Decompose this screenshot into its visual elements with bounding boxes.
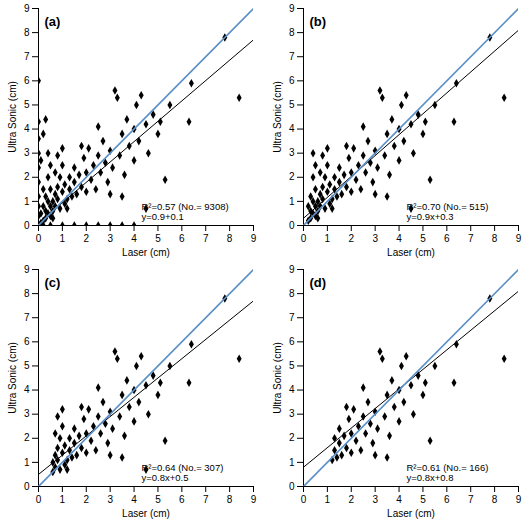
svg-text:4: 4 [131, 233, 137, 244]
svg-text:7: 7 [289, 51, 295, 62]
svg-text:R²=0.57 (No.= 9308)y=0.9+0.1: R²=0.57 (No.= 9308)y=0.9+0.1 [142, 201, 229, 222]
svg-text:0: 0 [36, 494, 42, 505]
svg-text:(d): (d) [310, 275, 327, 290]
svg-text:0: 0 [301, 494, 307, 505]
svg-text:7: 7 [24, 51, 30, 62]
svg-text:8: 8 [492, 233, 498, 244]
svg-text:7: 7 [468, 233, 474, 244]
svg-text:1: 1 [289, 457, 295, 468]
svg-text:5: 5 [420, 494, 426, 505]
svg-text:3: 3 [289, 147, 295, 158]
svg-text:4: 4 [24, 384, 30, 395]
svg-text:9: 9 [24, 264, 30, 275]
svg-text:4: 4 [24, 123, 30, 134]
svg-text:6: 6 [24, 75, 30, 86]
svg-text:4: 4 [289, 384, 295, 395]
svg-text:9: 9 [516, 494, 522, 505]
svg-text:2: 2 [348, 233, 354, 244]
svg-text:3: 3 [107, 233, 113, 244]
svg-text:Ultra Sonic (cm): Ultra Sonic (cm) [272, 342, 283, 414]
svg-text:7: 7 [203, 494, 209, 505]
svg-text:3: 3 [107, 494, 113, 505]
svg-text:2: 2 [289, 171, 295, 182]
svg-text:1: 1 [289, 196, 295, 207]
svg-text:7: 7 [24, 312, 30, 323]
svg-text:6: 6 [444, 233, 450, 244]
svg-text:3: 3 [372, 494, 378, 505]
svg-text:R²=0.70 (No.= 515)y=0.9x+0.3: R²=0.70 (No.= 515)y=0.9x+0.3 [407, 201, 489, 222]
svg-text:9: 9 [289, 264, 295, 275]
svg-text:R²=0.64 (No.= 307)y=0.8x+0.5: R²=0.64 (No.= 307)y=0.8x+0.5 [142, 462, 224, 483]
svg-text:Ultra Sonic (cm): Ultra Sonic (cm) [7, 81, 18, 153]
svg-text:4: 4 [131, 494, 137, 505]
svg-text:2: 2 [83, 494, 89, 505]
svg-text:5: 5 [155, 494, 161, 505]
svg-text:1: 1 [60, 494, 66, 505]
svg-text:6: 6 [289, 75, 295, 86]
svg-text:0: 0 [24, 220, 30, 231]
svg-text:5: 5 [420, 233, 426, 244]
svg-text:1: 1 [24, 196, 30, 207]
svg-text:8: 8 [289, 27, 295, 38]
svg-text:5: 5 [24, 99, 30, 110]
svg-text:5: 5 [155, 233, 161, 244]
svg-text:6: 6 [179, 233, 185, 244]
svg-text:7: 7 [468, 494, 474, 505]
svg-text:0: 0 [301, 233, 307, 244]
svg-text:0: 0 [36, 233, 42, 244]
svg-text:2: 2 [348, 494, 354, 505]
svg-text:8: 8 [24, 288, 30, 299]
svg-text:4: 4 [396, 494, 402, 505]
svg-text:6: 6 [289, 336, 295, 347]
svg-text:5: 5 [289, 360, 295, 371]
svg-text:8: 8 [24, 27, 30, 38]
svg-text:1: 1 [24, 457, 30, 468]
svg-text:2: 2 [289, 432, 295, 443]
svg-text:8: 8 [492, 494, 498, 505]
svg-text:1: 1 [325, 494, 331, 505]
svg-text:2: 2 [83, 233, 89, 244]
svg-text:1: 1 [325, 233, 331, 244]
svg-text:0: 0 [24, 481, 30, 492]
svg-text:0: 0 [289, 220, 295, 231]
svg-text:2: 2 [24, 171, 30, 182]
svg-text:6: 6 [179, 494, 185, 505]
svg-text:Laser (cm): Laser (cm) [122, 247, 170, 258]
svg-text:9: 9 [251, 494, 257, 505]
svg-text:6: 6 [24, 336, 30, 347]
svg-text:5: 5 [289, 99, 295, 110]
svg-text:3: 3 [372, 233, 378, 244]
svg-text:9: 9 [289, 3, 295, 14]
svg-text:6: 6 [444, 494, 450, 505]
svg-text:3: 3 [24, 408, 30, 419]
svg-text:Laser (cm): Laser (cm) [122, 508, 170, 519]
svg-text:Laser (cm): Laser (cm) [387, 508, 435, 519]
svg-text:9: 9 [24, 3, 30, 14]
svg-text:(b): (b) [310, 14, 327, 29]
svg-text:R²=0.61 (No.= 166)y=0.8x+0.8: R²=0.61 (No.= 166)y=0.8x+0.8 [407, 462, 489, 483]
svg-text:7: 7 [289, 312, 295, 323]
svg-text:Ultra Sonic (cm): Ultra Sonic (cm) [7, 342, 18, 414]
svg-text:Laser (cm): Laser (cm) [387, 247, 435, 258]
svg-text:4: 4 [289, 123, 295, 134]
svg-text:8: 8 [227, 233, 233, 244]
svg-text:5: 5 [24, 360, 30, 371]
svg-text:Ultra Sonic (cm): Ultra Sonic (cm) [272, 81, 283, 153]
svg-text:8: 8 [289, 288, 295, 299]
svg-text:0: 0 [289, 481, 295, 492]
svg-text:(a): (a) [45, 14, 61, 29]
svg-text:3: 3 [289, 408, 295, 419]
svg-text:8: 8 [227, 494, 233, 505]
svg-text:(c): (c) [45, 275, 61, 290]
svg-text:9: 9 [251, 233, 257, 244]
svg-text:3: 3 [24, 147, 30, 158]
svg-text:7: 7 [203, 233, 209, 244]
svg-text:1: 1 [60, 233, 66, 244]
svg-text:9: 9 [516, 233, 522, 244]
svg-text:2: 2 [24, 432, 30, 443]
svg-text:4: 4 [396, 233, 402, 244]
